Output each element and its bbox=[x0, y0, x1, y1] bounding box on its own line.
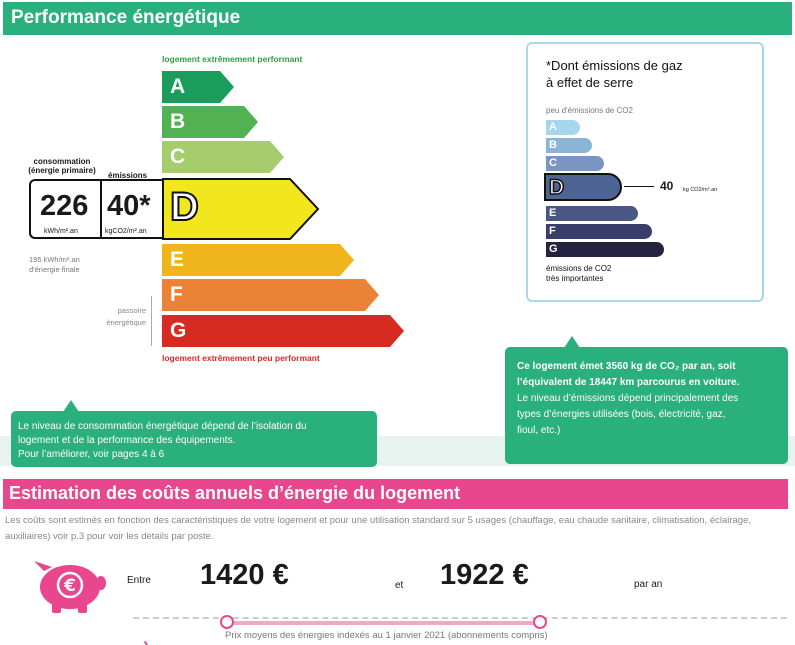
bar-arrow bbox=[244, 106, 258, 138]
range-entre-label: Entre bbox=[127, 575, 151, 586]
ges-class-d-current: D bbox=[544, 173, 622, 201]
ges-bottom-line1: émissions de CO2 bbox=[546, 264, 612, 273]
ges-unit: kg CO2/m².an bbox=[683, 187, 718, 193]
callout-pointer bbox=[63, 400, 79, 412]
costs-description: Les coûts sont estimés en fonction des c… bbox=[5, 515, 752, 542]
per-year-label: par an bbox=[634, 579, 663, 590]
emissions-label: émissions bbox=[108, 171, 148, 180]
scale-bottom-label: logement extrêmement peu performant bbox=[162, 353, 320, 363]
passoire-line1: passoire bbox=[117, 306, 146, 315]
passoire-label: passoire énergétique bbox=[88, 305, 146, 329]
ges-class-b: B bbox=[546, 138, 592, 153]
class-letter: C bbox=[162, 141, 270, 173]
class-letter: F bbox=[162, 279, 365, 311]
energy-class-a: A bbox=[162, 71, 234, 103]
ges-class-letter: D bbox=[548, 175, 565, 200]
section-title: Performance énergétique bbox=[11, 7, 241, 28]
range-min-marker bbox=[220, 615, 234, 629]
bar-arrow bbox=[340, 244, 354, 276]
consumption-unit: kWh/m².an bbox=[44, 228, 78, 235]
callout-line3: Pour l’améliorer, voir pages 4 à 6 bbox=[18, 449, 165, 460]
bar-arrow bbox=[220, 71, 234, 103]
section-header-performance: Performance énergétique bbox=[3, 2, 792, 35]
callout-pointer bbox=[564, 336, 580, 348]
class-letter: D bbox=[169, 184, 200, 230]
section-header-costs: Estimation des coûts annuels d’énergie d… bbox=[3, 479, 788, 509]
range-et-label: et bbox=[395, 580, 404, 591]
value-divider bbox=[100, 181, 102, 237]
ges-class-e: E bbox=[546, 206, 638, 221]
energy-class-c: C bbox=[162, 141, 284, 173]
callout-line1: Le niveau de consommation énergétique dé… bbox=[18, 421, 307, 432]
consumption-label-line1: consommation bbox=[33, 157, 91, 166]
min-cost-value: 1420 € bbox=[200, 559, 289, 591]
max-cost-value: 1922 € bbox=[440, 559, 529, 591]
ges-bottom-line2: très importantes bbox=[546, 274, 604, 283]
class-letter: A bbox=[162, 71, 220, 103]
consumption-value-box: 226 40* kWh/m².an kgCO2/m².an bbox=[29, 179, 162, 239]
bar-arrow bbox=[390, 315, 404, 347]
emissions-value: 40* bbox=[107, 190, 151, 222]
final-energy-line2: d'énergie finale bbox=[29, 265, 80, 274]
class-letter: G bbox=[162, 315, 390, 347]
ges-class-a: A bbox=[546, 120, 580, 135]
class-letter: B bbox=[162, 106, 244, 138]
price-note: Prix moyens des énergies indexés au 1 ja… bbox=[225, 630, 548, 641]
section-title: Estimation des coûts annuels d’énergie d… bbox=[9, 483, 461, 503]
passoire-line2: énergétique bbox=[106, 318, 146, 327]
callout-line5: fioul, etc.) bbox=[517, 425, 561, 436]
bar-arrow bbox=[365, 279, 379, 311]
callout-line1: Ce logement émet 3560 kg de CO₂ par an, … bbox=[517, 361, 736, 372]
cost-range-bar bbox=[228, 621, 540, 625]
callout-emissions: Ce logement émet 3560 kg de CO₂ par an, … bbox=[505, 336, 788, 464]
decorative-tick bbox=[143, 638, 153, 645]
callout-line4: types d’énergies utilisées (bois, électr… bbox=[517, 409, 726, 420]
range-max-marker bbox=[533, 615, 547, 629]
ges-panel: *Dont émissions de gaz à effet de serre … bbox=[526, 42, 764, 302]
energy-class-f: F bbox=[162, 279, 379, 311]
emissions-unit: kgCO2/m².an bbox=[105, 228, 147, 235]
ges-top-label: peu d'émissions de CO2 bbox=[546, 106, 633, 115]
ges-value: 40 bbox=[660, 179, 674, 193]
scale-top-label: logement extrêmement performant bbox=[162, 54, 303, 64]
energy-class-e: E bbox=[162, 244, 354, 276]
consumption-value: 226 bbox=[40, 190, 89, 222]
bar-arrow bbox=[270, 141, 284, 173]
energy-class-g: G bbox=[162, 315, 404, 347]
energy-class-b: B bbox=[162, 106, 258, 138]
callout-line2: logement et de la performance des équipe… bbox=[18, 435, 236, 446]
piggy-bank-euro-icon: € bbox=[28, 555, 106, 615]
svg-text:€: € bbox=[63, 576, 76, 596]
consumption-label-line2: (énergie primaire) bbox=[28, 166, 96, 175]
callout-line2: l’équivalent de 18447 km parcourus en vo… bbox=[517, 377, 740, 388]
ges-title-line2: à effet de serre bbox=[546, 75, 634, 90]
cost-scale-dashed-line bbox=[133, 617, 787, 619]
passoire-bracket bbox=[151, 296, 152, 346]
class-d-shape bbox=[162, 178, 320, 240]
energy-class-d-current: D bbox=[162, 178, 320, 240]
ges-class-c: C bbox=[546, 156, 604, 171]
consumption-label: consommation (énergie primaire) bbox=[22, 157, 102, 175]
ges-class-g: G bbox=[546, 242, 664, 257]
callout-line3: Le niveau d’émissions dépend principalem… bbox=[517, 393, 739, 404]
ges-title: *Dont émissions de gaz à effet de serre bbox=[546, 57, 683, 91]
final-energy-note: 195 kWh/m².an d'énergie finale bbox=[29, 255, 80, 275]
final-energy-line1: 195 kWh/m².an bbox=[29, 255, 80, 264]
class-letter: E bbox=[162, 244, 340, 276]
ges-pointer-line bbox=[624, 186, 654, 187]
ges-class-f: F bbox=[546, 224, 652, 239]
ges-bottom-label: émissions de CO2 très importantes bbox=[546, 264, 611, 284]
callout-consumption: Le niveau de consommation énergétique dé… bbox=[11, 400, 377, 467]
ges-title-line1: *Dont émissions de gaz bbox=[546, 58, 683, 73]
